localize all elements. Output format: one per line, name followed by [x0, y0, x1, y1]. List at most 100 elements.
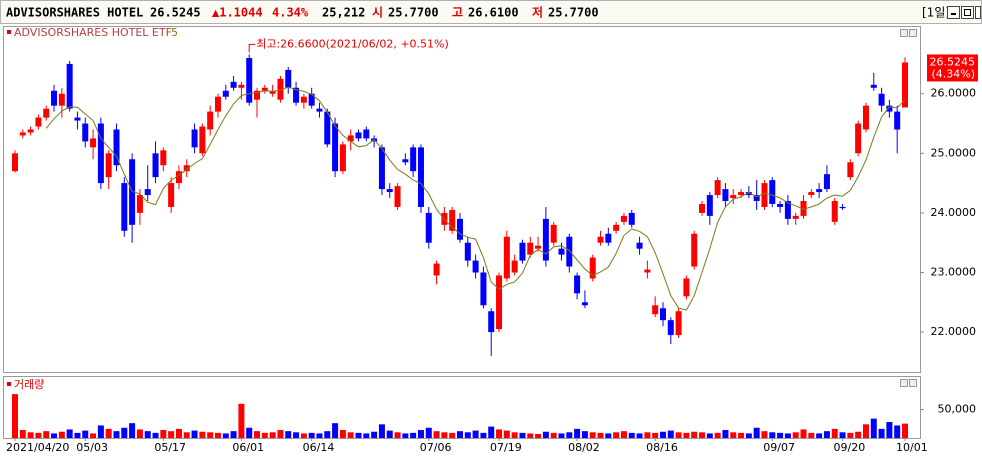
candle-body: [316, 108, 323, 112]
volume-bar: [550, 432, 557, 438]
volume-bar: [51, 433, 58, 438]
volume-bar: [363, 433, 370, 438]
minimize-icon: [951, 13, 956, 15]
volume-bar: [761, 431, 768, 438]
open: 25.7700: [388, 6, 439, 20]
volume-bar: [394, 432, 401, 438]
minimize-button[interactable]: [947, 6, 960, 19]
volume-bar: [457, 431, 463, 438]
panel-button[interactable]: [900, 29, 908, 37]
last-price: 26.5245: [930, 55, 976, 68]
candle-body: [503, 236, 510, 279]
candle-body: [66, 63, 73, 109]
volume-bar: [706, 433, 713, 438]
volume-bar: [503, 430, 510, 438]
panel-button[interactable]: [909, 379, 917, 387]
volume-bar: [675, 432, 682, 438]
candle-body: [386, 189, 393, 193]
volume-bar: [402, 433, 409, 438]
volume-bar: [745, 433, 752, 438]
candle-body: [659, 308, 666, 321]
close-button[interactable]: [975, 6, 981, 19]
x-tick-label: 08/16: [646, 441, 678, 454]
volume-bar: [97, 425, 104, 438]
candle-body: [753, 195, 760, 201]
candle-body: [168, 183, 175, 207]
candle-body: [160, 150, 167, 166]
candle-body: [293, 87, 300, 103]
volume-bar: [870, 418, 877, 438]
volume-bar: [277, 430, 284, 438]
volume-bar: [628, 432, 635, 438]
volume-bar: [339, 430, 346, 438]
low: 25.7700: [548, 6, 599, 20]
x-tick-label: 07/19: [490, 441, 522, 454]
panel-button[interactable]: [909, 29, 917, 37]
candle-body: [722, 189, 729, 201]
candle-body: [238, 84, 245, 88]
volume-bar: [800, 429, 807, 438]
legend-label: ADVISORSHARES HOTEL ETF: [14, 26, 172, 39]
candle-body: [324, 111, 331, 145]
period-button[interactable]: [1일]: [922, 6, 950, 20]
change: ▲1.1044: [212, 6, 263, 20]
panel-button[interactable]: [900, 379, 908, 387]
candle-body: [285, 69, 292, 88]
volume-bar: [581, 431, 588, 438]
volume-bar: [222, 433, 229, 438]
candle-body: [589, 257, 596, 279]
candle-body: [58, 93, 65, 106]
volume-bar: [214, 432, 221, 438]
candle-body: [808, 192, 815, 196]
candle-body: [738, 192, 745, 196]
volume-bar: [371, 431, 378, 438]
volume-bar: [644, 432, 651, 438]
volume-panel: [3, 376, 921, 439]
candle-body: [410, 147, 417, 172]
volume-bar: [441, 432, 448, 438]
candle-body: [683, 278, 690, 297]
volume-bar: [738, 432, 745, 438]
volume-bar: [613, 432, 620, 438]
volume-title: 거래량: [14, 378, 44, 391]
candle-body: [527, 242, 534, 255]
candle-body: [90, 138, 97, 148]
volume-bar: [27, 432, 34, 438]
volume-bar: [246, 427, 253, 438]
low-label: 저: [532, 5, 543, 20]
candle-body: [277, 78, 284, 100]
volume-bar: [831, 428, 838, 438]
candle-body: [457, 218, 463, 240]
candle-body: [535, 245, 542, 249]
candle-body: [542, 218, 549, 261]
volume-bar: [511, 432, 518, 438]
candle-body: [144, 189, 151, 196]
volume-bar: [254, 431, 261, 438]
volume-bar: [769, 432, 776, 438]
ma-legend-label: 5: [171, 26, 178, 39]
candle-body: [191, 129, 198, 148]
candle-body: [230, 81, 237, 88]
volume-bar: [597, 432, 604, 438]
candle-body: [183, 165, 190, 172]
candle-body: [394, 186, 401, 207]
volume-bar: [862, 424, 869, 438]
candle-body: [261, 87, 268, 91]
y-tick-label: 26.0000: [931, 87, 977, 100]
maximize-button[interactable]: [961, 6, 974, 19]
volume-bar: [168, 431, 175, 438]
candle-body: [862, 105, 869, 130]
volume-bar: [66, 429, 73, 438]
volume-bar: [324, 431, 331, 438]
candle-body: [199, 126, 206, 154]
y-tick-label: 25.0000: [931, 146, 977, 159]
candle-body: [222, 90, 229, 97]
volume-bar: [285, 431, 292, 438]
candle-body: [566, 236, 573, 267]
volume-bar: [230, 431, 237, 438]
volume-bar: [847, 432, 854, 438]
volume-bar: [823, 431, 830, 438]
candle-body: [433, 263, 440, 276]
candle-body: [105, 153, 112, 178]
